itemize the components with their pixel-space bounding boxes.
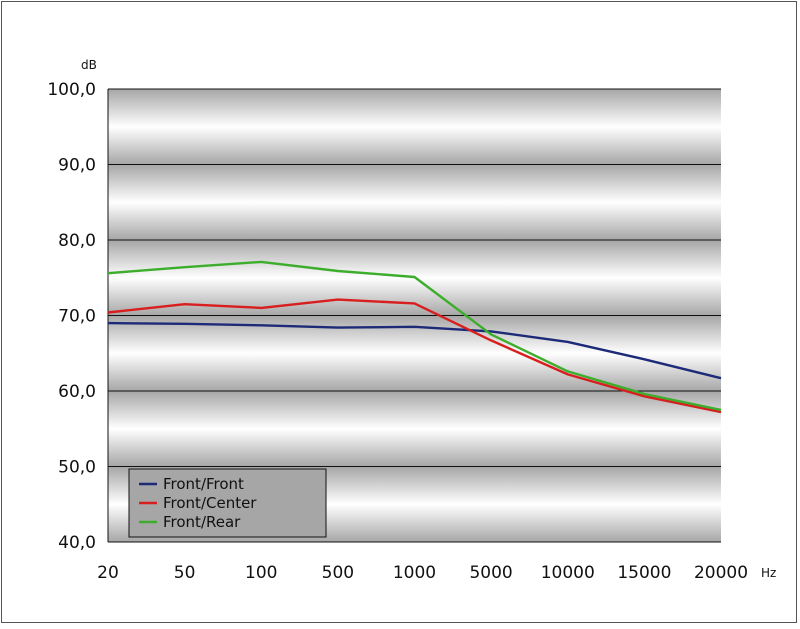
series-line-front-rear — [107, 260, 722, 412]
x-tick-label: 500 — [322, 563, 354, 583]
series-line-front-front — [107, 321, 722, 380]
y-tick-label: 70,0 — [58, 307, 96, 327]
y-tick-label: 40,0 — [58, 533, 96, 553]
y-tick-label: 100,0 — [47, 80, 96, 100]
plot-band — [108, 164, 721, 240]
y-axis-ticks: 40,0 50,0 60,0 70,0 80,0 90,0 100,0 — [47, 80, 96, 553]
legend-label: Front/Rear — [163, 513, 241, 531]
x-tick-label: 20 — [97, 563, 119, 583]
x-tick-label: 15000 — [617, 563, 671, 583]
x-tick-label: 50 — [174, 563, 196, 583]
x-axis-unit: Hz — [761, 566, 776, 580]
x-tick-label: 100 — [245, 563, 277, 583]
plot-background — [108, 89, 721, 542]
gridlines — [107, 88, 721, 543]
plot-band — [108, 89, 721, 165]
y-tick-label: 50,0 — [58, 458, 96, 478]
series-lines — [107, 260, 722, 414]
series-line-front-center — [107, 298, 722, 414]
plot-band — [108, 391, 721, 467]
y-tick-label: 80,0 — [58, 231, 96, 251]
y-tick-label: 90,0 — [58, 156, 96, 176]
legend-label: Front/Center — [163, 494, 257, 512]
x-axis-ticks: 20 50 100 500 1000 5000 10000 15000 20000 — [97, 563, 748, 583]
legend-label: Front/Front — [163, 475, 244, 493]
y-axis-unit: dB — [81, 58, 97, 72]
x-tick-label: 20000 — [694, 563, 748, 583]
x-tick-label: 5000 — [469, 563, 512, 583]
y-tick-label: 60,0 — [58, 382, 96, 402]
x-tick-label: 1000 — [393, 563, 436, 583]
legend-box — [128, 468, 327, 538]
x-tick-label: 10000 — [541, 563, 595, 583]
